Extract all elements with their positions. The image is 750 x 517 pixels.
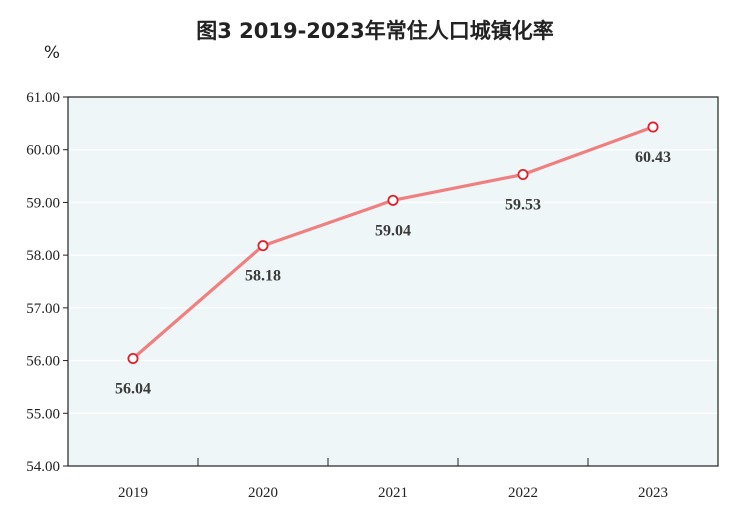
y-tick-label: 55.00 [26,406,60,422]
x-tick-label: 2020 [248,485,278,501]
data-point [127,352,139,364]
data-point [517,168,529,180]
y-tick-label: 56.00 [26,354,60,370]
data-label: 59.04 [375,222,411,239]
data-labels: 56.04 58.18 59.04 59.53 60.43 [115,149,671,397]
data-label: 56.04 [115,380,151,397]
data-markers [127,121,659,364]
y-tick-label: 58.00 [26,248,60,264]
plot-frame [67,96,719,467]
y-tick-label: 60.00 [26,143,60,159]
y-axis-ticks: 54.00 55.00 56.00 57.00 58.00 59.00 60.00 61.00 [26,90,68,475]
plot-area [68,97,718,466]
y-tick-label: 61.00 [26,90,60,106]
x-tick-label: 2022 [508,485,538,501]
data-point [257,240,269,252]
data-label: 58.18 [245,268,281,285]
y-tick-label: 59.00 [26,195,60,211]
x-tick-label: 2019 [118,485,148,501]
data-label: 59.53 [505,196,541,213]
chart-title: 图3 2019-2023年常住人口城镇化率 [196,19,554,43]
data-point [647,121,659,133]
x-axis-ticks: 2019 2020 2021 2022 2023 [118,458,668,501]
y-axis-unit: % [44,43,60,63]
data-point [387,194,399,206]
x-tick-label: 2021 [378,485,408,501]
x-tick-label: 2023 [638,485,668,501]
y-tick-label: 54.00 [26,459,60,475]
y-tick-label: 57.00 [26,301,60,317]
data-label: 60.43 [635,149,671,166]
